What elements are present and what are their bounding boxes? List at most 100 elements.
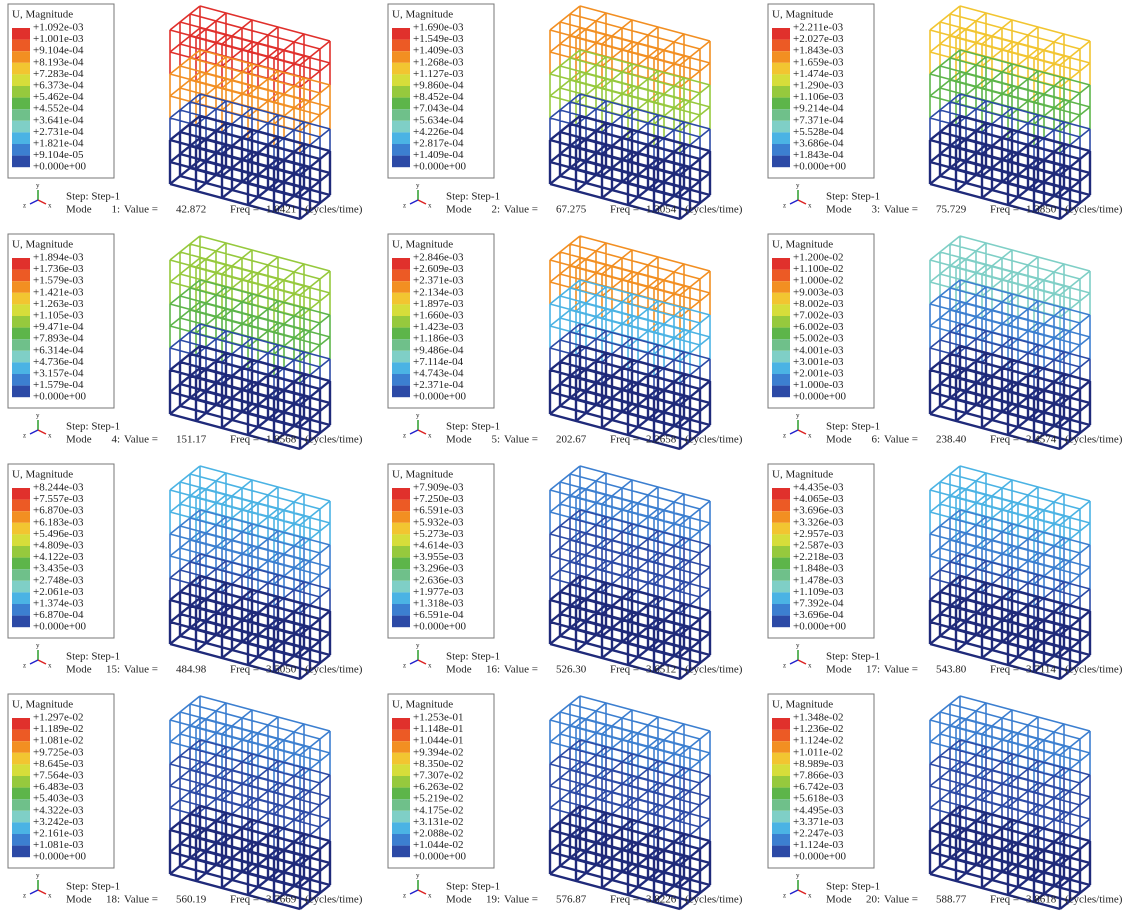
legend-value: +3.435e-03 bbox=[33, 563, 84, 575]
legend-value: +1.124e-03 bbox=[793, 839, 844, 851]
legend-value: +6.373e-04 bbox=[33, 80, 84, 92]
eigenvalue: 67.275 bbox=[556, 204, 587, 216]
triad-label: z bbox=[23, 892, 26, 900]
legend-value: +2.957e-03 bbox=[793, 528, 844, 540]
legend-swatch bbox=[392, 351, 410, 363]
legend-swatch bbox=[772, 741, 790, 753]
legend-swatch bbox=[12, 156, 30, 168]
legend-swatch bbox=[392, 339, 410, 351]
legend-value: +1.263e-03 bbox=[33, 298, 84, 310]
legend-value: +1.821e-04 bbox=[33, 138, 84, 150]
legend-swatch bbox=[772, 109, 790, 121]
mode-label: Mode bbox=[66, 204, 92, 216]
legend-swatch bbox=[392, 316, 410, 328]
triad-axis bbox=[38, 890, 46, 894]
panel-canvas: U, Magnitude+1.894e-03+1.736e-03+1.579e-… bbox=[0, 230, 380, 460]
triad-label: x bbox=[428, 892, 432, 900]
freq-label: Freq = bbox=[990, 894, 1019, 906]
legend-swatch bbox=[392, 776, 410, 788]
panel-canvas: U, Magnitude+2.846e-03+2.609e-03+2.371e-… bbox=[380, 230, 760, 460]
legend-value: +2.134e-03 bbox=[413, 286, 464, 298]
legend-value: +4.435e-03 bbox=[793, 482, 844, 494]
legend-value: +4.122e-03 bbox=[33, 551, 84, 563]
legend-value: +0.000e+00 bbox=[793, 161, 847, 173]
legend-value: +1.186e-03 bbox=[413, 333, 464, 345]
legend-value: +1.000e-03 bbox=[793, 379, 844, 391]
unit-label: (cycles/time) bbox=[305, 204, 363, 216]
legend-value: +9.725e-03 bbox=[33, 746, 84, 758]
legend-swatch bbox=[12, 846, 30, 858]
step-label: Step: Step-1 bbox=[826, 651, 880, 663]
triad-label: z bbox=[403, 202, 406, 210]
legend-swatch bbox=[772, 523, 790, 535]
legend-swatch bbox=[12, 351, 30, 363]
legend-value: +9.860e-04 bbox=[413, 80, 464, 92]
triad-axis bbox=[418, 200, 426, 204]
eigenvalue: 238.40 bbox=[936, 434, 967, 446]
legend-value: +4.614e-03 bbox=[413, 540, 464, 552]
legend-swatch bbox=[392, 98, 410, 110]
legend-value: +6.870e-04 bbox=[33, 609, 84, 621]
mode-panel: U, Magnitude+1.894e-03+1.736e-03+1.579e-… bbox=[0, 230, 380, 460]
legend-swatch bbox=[392, 822, 410, 834]
triad-axis bbox=[790, 200, 798, 204]
step-label: Step: Step-1 bbox=[446, 881, 500, 893]
legend-value: +6.314e-04 bbox=[33, 344, 84, 356]
mode-label: Mode bbox=[826, 664, 852, 676]
legend-value: +3.242e-03 bbox=[33, 816, 84, 828]
panel-canvas: U, Magnitude+4.435e-03+4.065e-03+3.696e-… bbox=[760, 460, 1140, 690]
legend-value: +1.421e-03 bbox=[33, 286, 84, 298]
legend-swatch bbox=[12, 293, 30, 305]
mode-number: 15: bbox=[106, 664, 120, 676]
frequency: 1.3054 bbox=[646, 204, 677, 216]
legend-value: +1.109e-03 bbox=[793, 586, 844, 598]
triad-label: z bbox=[783, 892, 786, 900]
mode-number: 16: bbox=[486, 664, 500, 676]
triad-label: x bbox=[48, 892, 52, 900]
mode-label: Mode bbox=[826, 894, 852, 906]
triad-label: y bbox=[796, 642, 800, 650]
legend-value: +6.742e-03 bbox=[793, 781, 844, 793]
legend-title: U, Magnitude bbox=[392, 9, 453, 21]
eigenvalue: 543.80 bbox=[936, 664, 967, 676]
legend-swatch bbox=[392, 328, 410, 340]
legend-value: +8.452e-04 bbox=[413, 91, 464, 103]
legend-swatch bbox=[392, 741, 410, 753]
eigenvalue: 151.17 bbox=[176, 434, 207, 446]
mode-panel: U, Magnitude+4.435e-03+4.065e-03+3.696e-… bbox=[760, 460, 1140, 690]
legend-swatch bbox=[12, 616, 30, 628]
legend-value: +1.236e-02 bbox=[793, 723, 844, 735]
legend-value: +4.065e-03 bbox=[793, 493, 844, 505]
triad-axis bbox=[410, 200, 418, 204]
legend-value: +1.000e-02 bbox=[793, 275, 844, 287]
frequency: 2.2658 bbox=[646, 434, 677, 446]
triad-axis bbox=[38, 200, 46, 204]
triad-label: x bbox=[808, 202, 812, 210]
unit-label: (cycles/time) bbox=[685, 434, 743, 446]
legend-value: +2.218e-03 bbox=[793, 551, 844, 563]
legend-value: +1.100e-02 bbox=[793, 263, 844, 275]
legend-swatch bbox=[12, 258, 30, 270]
triad-axis bbox=[410, 430, 418, 434]
triad-label: y bbox=[796, 872, 800, 880]
value-label: Value = bbox=[504, 894, 538, 906]
legend-swatch bbox=[772, 258, 790, 270]
triad-label: x bbox=[48, 662, 52, 670]
legend-value: +8.350e-02 bbox=[413, 758, 464, 770]
legend-value: +2.371e-04 bbox=[413, 379, 464, 391]
legend-value: +1.297e-02 bbox=[33, 712, 84, 724]
value-label: Value = bbox=[124, 434, 158, 446]
mode-label: Mode bbox=[66, 664, 92, 676]
legend-value: +3.696e-03 bbox=[793, 505, 844, 517]
triad-axis bbox=[418, 660, 426, 664]
legend-swatch bbox=[392, 523, 410, 535]
legend-swatch bbox=[12, 822, 30, 834]
legend-value: +1.660e-03 bbox=[413, 310, 464, 322]
freq-label: Freq = bbox=[990, 664, 1019, 676]
legend-title: U, Magnitude bbox=[12, 469, 73, 481]
legend-swatch bbox=[772, 328, 790, 340]
legend-swatch bbox=[772, 98, 790, 110]
legend-value: +1.409e-03 bbox=[413, 45, 464, 57]
legend-value: +2.161e-03 bbox=[33, 828, 84, 840]
legend-value: +7.283e-04 bbox=[33, 68, 84, 80]
